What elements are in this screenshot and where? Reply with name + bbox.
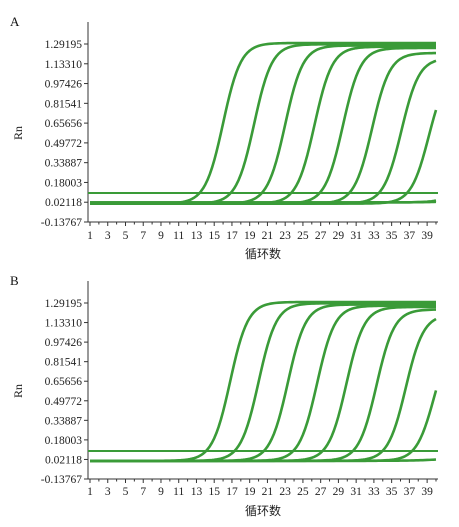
y-tick-label: 0.97426 — [45, 79, 83, 91]
x-tick-label: 11 — [173, 230, 184, 242]
x-tick-label: 3 — [105, 486, 111, 498]
x-tick-label: 13 — [191, 230, 203, 242]
x-tick-label: 11 — [173, 486, 184, 498]
x-tick-label: 9 — [158, 486, 164, 498]
amplification-curve-5 — [90, 46, 436, 205]
x-tick-label: 29 — [333, 230, 345, 242]
amplification-curve-7 — [90, 317, 437, 463]
amplification-curve-4 — [90, 45, 436, 205]
x-tick-label: 31 — [350, 486, 362, 498]
y-tick-label: 0.33887 — [45, 158, 83, 170]
y-tick-label: 0.97426 — [45, 337, 83, 349]
x-tick-label: 1 — [87, 230, 93, 242]
y-axis-title: Rn — [11, 384, 25, 398]
amplification-curve-4 — [90, 304, 436, 463]
x-tick-label: 9 — [158, 230, 164, 242]
amplification-curve-3 — [90, 44, 436, 205]
x-tick-label: 25 — [297, 230, 309, 242]
x-tick-label: 25 — [297, 486, 309, 498]
x-tick-label: 33 — [368, 230, 380, 242]
x-tick-label: 19 — [244, 230, 256, 242]
x-tick-label: 39 — [421, 230, 433, 242]
x-tick-label: 21 — [262, 230, 274, 242]
amplification-curve-2 — [90, 301, 436, 463]
y-tick-label: 1.29195 — [45, 39, 83, 51]
x-axis-title: 循环数 — [245, 503, 281, 518]
x-tick-label: 5 — [123, 230, 129, 242]
y-tick-label: 0.18003 — [45, 177, 83, 189]
chart-panel-b: B 1.29195 1.13310 0.97426 0.81541 0.65656 0.49… — [10, 273, 438, 518]
x-tick-label: 35 — [386, 486, 398, 498]
x-tick-label: 19 — [244, 486, 256, 498]
amplification-curve-1 — [90, 300, 436, 463]
x-tick-label: 5 — [123, 486, 129, 498]
x-tick-label: 31 — [350, 230, 362, 242]
x-tick-label: 39 — [421, 486, 433, 498]
x-tick-label: 7 — [140, 230, 146, 242]
x-tick-label: 27 — [315, 486, 327, 498]
x-tick-label: 7 — [140, 486, 146, 498]
x-tick-label: 23 — [279, 230, 291, 242]
y-tick-label: 0.65656 — [45, 118, 83, 130]
amplification-curve-2 — [90, 42, 436, 205]
x-tick-label: 29 — [333, 486, 345, 498]
y-tick-label: 1.13310 — [45, 318, 83, 330]
amplification-curve-3 — [90, 303, 436, 463]
y-tick-label: 0.49772 — [45, 396, 83, 408]
x-tick-label: 1 — [87, 486, 93, 498]
x-tick-label: 35 — [386, 230, 398, 242]
x-tick-label: 33 — [368, 486, 380, 498]
y-axis-title: Rn — [11, 126, 25, 140]
x-tick-label: 21 — [262, 486, 274, 498]
y-tick-label: 1.13310 — [45, 59, 83, 71]
panel-label: A — [10, 14, 20, 29]
x-tick-label: 37 — [404, 486, 416, 498]
amplification-curve-9 — [90, 458, 437, 463]
y-tick-label: 0.18003 — [45, 435, 83, 447]
x-tick-label: 17 — [226, 230, 238, 242]
amplification-curve-1 — [90, 41, 436, 205]
x-tick-label: 23 — [279, 486, 291, 498]
x-axis-title: 循环数 — [245, 246, 281, 261]
chart-panel-a: A 1.29195 1.13310 0.97426 0.81541 0.65656 0.49… — [10, 14, 438, 261]
x-tick-label: 3 — [105, 230, 111, 242]
y-tick-label: 0.49772 — [45, 138, 83, 150]
amplification-curve-5 — [90, 305, 436, 463]
y-tick-label: 0.81541 — [45, 98, 83, 110]
y-tick-label: 0.02118 — [45, 454, 82, 466]
x-tick-label: 15 — [208, 486, 220, 498]
x-tick-label: 37 — [404, 230, 416, 242]
y-tick-label: 1.29195 — [45, 298, 83, 310]
y-tick-label: 0.81541 — [45, 357, 83, 369]
y-tick-label: 0.33887 — [45, 415, 83, 427]
y-tick-label: -0.13767 — [41, 474, 82, 486]
amplification-curve-10 — [90, 200, 437, 204]
x-tick-label: 17 — [226, 486, 238, 498]
panel-label: B — [10, 273, 19, 288]
y-tick-label: 0.02118 — [45, 197, 82, 209]
amplification-curve-6 — [90, 51, 437, 205]
amplification-curve-6 — [90, 308, 437, 463]
y-tick-label: -0.13767 — [41, 217, 82, 229]
x-tick-label: 27 — [315, 230, 327, 242]
x-tick-label: 13 — [191, 486, 203, 498]
y-tick-label: 0.65656 — [45, 376, 83, 388]
x-tick-label: 15 — [208, 230, 220, 242]
